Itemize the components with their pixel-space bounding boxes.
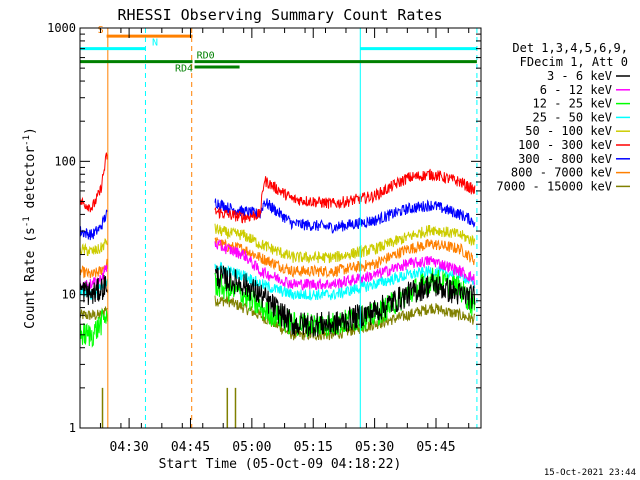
x-axis-label: Start Time (05-Oct-09 04:18:22): [159, 457, 402, 472]
legend-label-7: 800 - 7000 keV: [511, 166, 612, 180]
legend-label-1: 6 - 12 keV: [540, 83, 612, 97]
y-tick-label-2: 100: [54, 154, 76, 168]
legend-label-4: 50 - 100 keV: [525, 124, 612, 138]
series-line-0: [79, 265, 476, 337]
x-tick-label-5: 05:45: [416, 440, 455, 455]
legend-label-5: 100 - 300 keV: [518, 138, 612, 152]
y-tick-label-3: 1000: [47, 21, 76, 35]
series-line-4: [79, 223, 476, 264]
x-tick-label-2: 05:00: [232, 440, 271, 455]
legend-label-3: 25 - 50 keV: [533, 110, 612, 124]
series-line-5: [79, 152, 476, 224]
plot-frame: [79, 27, 482, 429]
state-bar-label-1: N: [152, 38, 158, 49]
legend-label-0: 3 - 6 keV: [547, 69, 612, 83]
chart-title: RHESSI Observing Summary Count Rates: [117, 6, 442, 24]
y-axis-label-tail-sup: -1: [22, 135, 32, 146]
y-axis-label-tail: detector: [23, 146, 38, 217]
legend-label-6: 300 - 800 keV: [518, 152, 612, 166]
legend-label-8: 7000 - 15000 keV: [496, 179, 612, 193]
y-axis-label-sup: -1: [22, 216, 32, 227]
x-tick-label-4: 05:30: [355, 440, 394, 455]
legend-label-2: 12 - 25 keV: [533, 97, 612, 111]
legend: Det 1,3,4,5,6,9, FDecim 1, Att 0 3 - 6 k…: [496, 41, 630, 193]
y-tick-label-0: 1: [69, 421, 76, 435]
state-bar-label-3: RD0: [197, 51, 215, 62]
legend-header-1: Det 1,3,4,5,6,9,: [512, 41, 628, 55]
x-tick-label-3: 05:15: [294, 440, 333, 455]
legend-header-2: FDecim 1, Att 0: [520, 55, 628, 69]
data-layer: SNRD4RD0: [79, 25, 478, 428]
axes-layer: 1 10 100 1000 04:30 04:45 05:00 05:15 05:30 05:45: [47, 21, 481, 455]
y-axis-label: Count Rate (s-1 detector-1): [22, 127, 38, 329]
y-axis-label-close: ): [23, 127, 38, 135]
state-bar-label-2: RD4: [175, 64, 193, 75]
x-tick-label-1: 04:45: [171, 440, 210, 455]
y-tick-label-1: 10: [62, 288, 76, 302]
footer-timestamp: 15-Oct-2021 23:44: [544, 468, 636, 478]
y-axis-label-main: Count Rate (s: [23, 227, 38, 329]
series-line-7: [79, 237, 476, 279]
x-tick-label-0: 04:30: [110, 440, 149, 455]
